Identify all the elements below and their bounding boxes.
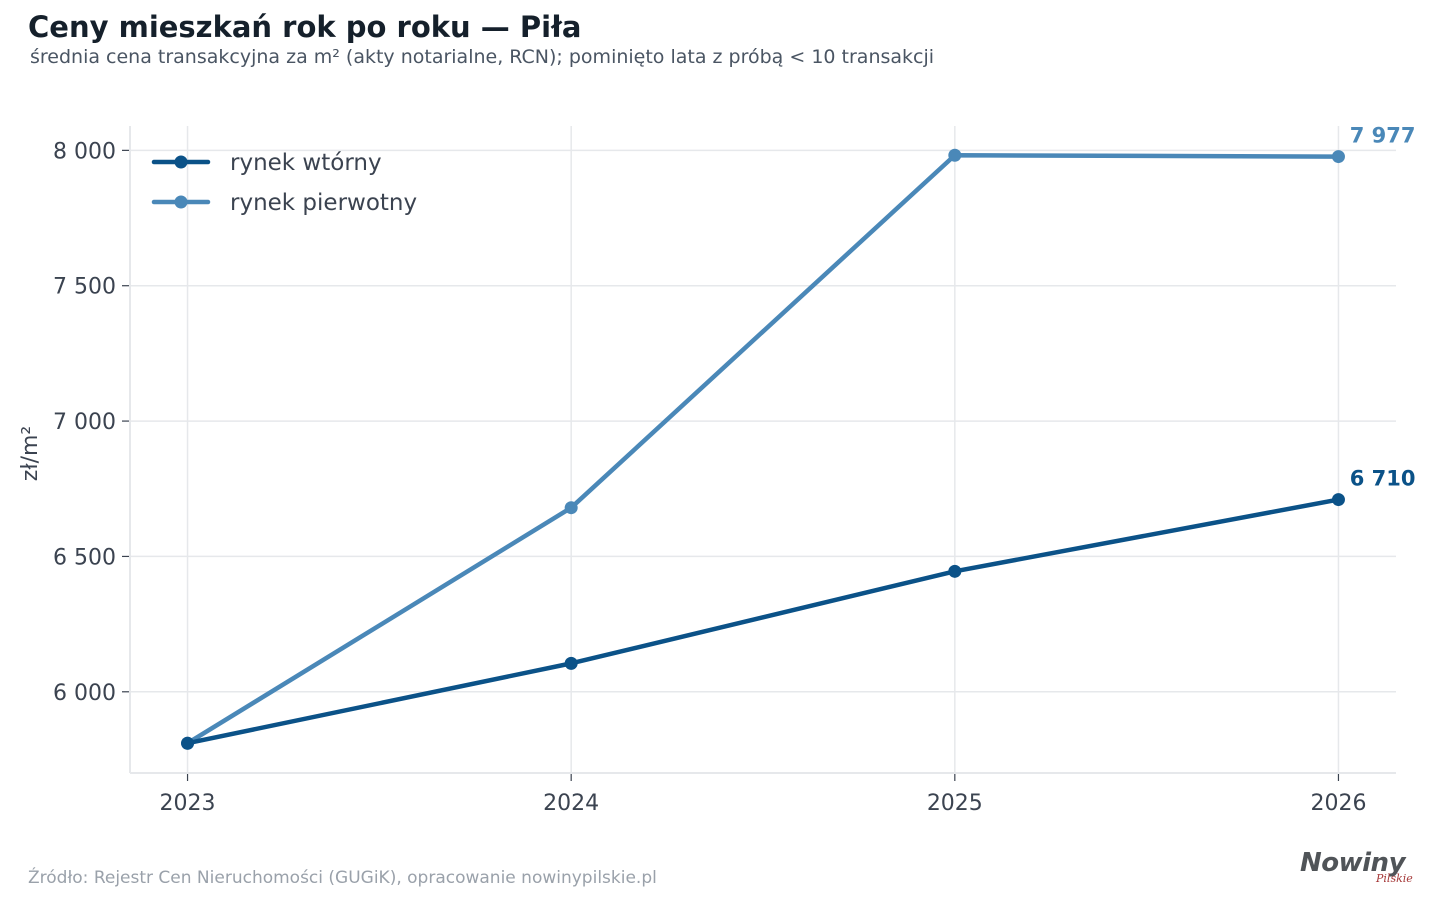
y-tick-label: 7 500: [53, 275, 116, 300]
axes: 6 000 6 500 7 000 7 500 8 000 2023 2024 2025 202…: [18, 126, 1396, 816]
data-point: [181, 736, 195, 750]
series-line-0: [185, 497, 1341, 746]
x-tick-label: 2026: [1310, 791, 1366, 816]
end-value-label: 6 710: [1350, 467, 1416, 491]
legend-label: rynek wtórny: [230, 150, 382, 176]
y-tick-label: 7 000: [53, 410, 116, 435]
data-point: [948, 564, 962, 578]
chart-title: Ceny mieszkań rok po roku — Piła: [28, 10, 582, 44]
x-tick-label: 2025: [927, 791, 983, 816]
logo-subtext: Pilskie: [1376, 872, 1413, 885]
logo: Nowiny Pilskie: [1298, 848, 1416, 892]
y-tick-label: 8 000: [53, 139, 116, 164]
logo-wordmark: Nowiny: [1300, 848, 1406, 878]
legend: rynek wtórny rynek pierwotny: [151, 150, 417, 216]
data-point: [564, 501, 578, 515]
end-value-label: 7 977: [1350, 124, 1416, 148]
chart-subtitle: średnia cena transakcyjna za m² (akty no…: [30, 46, 935, 68]
grid: [130, 126, 1396, 773]
data-point: [948, 148, 962, 162]
legend-label: rynek pierwotny: [230, 190, 417, 216]
x-tick-label: 2023: [160, 791, 216, 816]
series-line-1: [185, 152, 1341, 746]
legend-marker: [174, 155, 188, 169]
legend-marker: [174, 195, 188, 209]
y-tick-label: 6 000: [53, 681, 116, 706]
source-note: Źródło: Rejestr Cen Nieruchomości (GUGiK…: [28, 868, 657, 888]
series: 7 977 6 710: [181, 124, 1415, 750]
data-point: [1331, 150, 1345, 164]
x-tick-label: 2024: [543, 791, 599, 816]
data-point: [1331, 493, 1345, 507]
data-point: [564, 656, 578, 670]
y-axis-title: zł/m²: [18, 426, 43, 481]
y-tick-label: 6 500: [53, 545, 116, 570]
